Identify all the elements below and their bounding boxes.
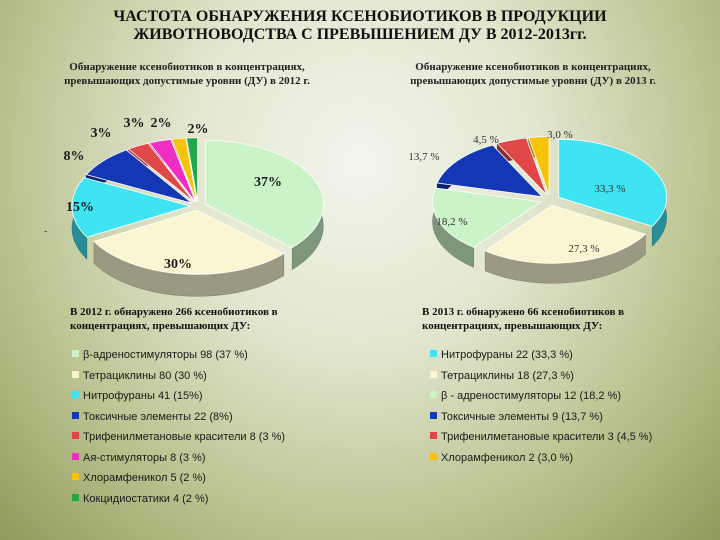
page-title: ЧАСТОТА ОБНАРУЖЕНИЯ КСЕНОБИОТИКОВ В ПРОД… (0, 8, 720, 44)
legend-2013-header-line-1: В 2013 г. обнаружено 66 ксенобиотиков в (422, 306, 625, 318)
legend-2013-item-4: Трифенилметановые красители 3 (4,5 %) (430, 430, 652, 451)
legend-2012-text-3: Токсичные элементы 22 (8%) (83, 410, 233, 423)
legend-2013-text-4: Трифенилметановые красители 3 (4,5 %) (441, 431, 653, 443)
legend-2013-text-5: Хлорамфеникол 2 (3,0 %) (441, 451, 574, 464)
title-line-2: ЖИВОТНОВОДСТВА С ПРЕВЫШЕНИЕМ ДУ В 2012-2… (133, 26, 587, 43)
pie-2013-label-4: 4,5 % (473, 134, 499, 146)
legend-2012-swatch-5 (72, 452, 79, 460)
legend-2013-item-2: β - адреностимуляторы 12 (18,2 %) (430, 389, 652, 410)
pie-2012-slice-7 (186, 137, 199, 202)
legend-2013-header-line-2: концентрациях, превышающих ДУ: (422, 320, 603, 332)
legend-2012-text-6: Хлорамфеникол 5 (2 %) (83, 472, 206, 484)
legend-2012-swatch-0 (72, 350, 79, 357)
pie-2012-label-4: 3% (91, 126, 112, 141)
pie-2013-slice-0 (558, 138, 668, 227)
pie-2012-slice-3 (85, 149, 193, 204)
legend-2012-header-line-1: В 2012 г. обнаружено 266 ксенобиотиков в (70, 306, 278, 318)
legend-2012-text-4: Трифенилметановые красители 8 (3 %) (83, 431, 286, 443)
legend-2013-swatch-4 (430, 432, 437, 439)
legend-2012-swatch-7 (72, 493, 79, 501)
pie-2012-label-6: 2% (151, 116, 172, 131)
legend-2012-item-6: Хлорамфеникол 5 (2 %) (72, 471, 285, 492)
pie-2012-slice-2 (71, 177, 192, 238)
legend-2012-item-2: Нитрофураны 41 (15%) (72, 389, 285, 410)
legend-2013-item-0: Нитрофураны 22 (33,3 %) (430, 348, 652, 369)
chart-2013-title-line-2: превышающих допустимые уровни (ДУ) в 201… (410, 75, 656, 87)
pie-2013-slice-4 (496, 137, 548, 196)
pie-2012-slice-6 (171, 137, 198, 202)
pie-2012-slice-1 (93, 209, 285, 275)
pie-2013-slice-2 (432, 187, 542, 248)
legend-2012-item-4: Трифенилметановые красители 8 (3 %) (72, 430, 285, 451)
pie-2012-label-2: 15% (66, 200, 94, 215)
legend-2013-item-5: Хлорамфеникол 2 (3,0 %) (430, 451, 652, 472)
legend-2012-text-0: β-адреностимуляторы 98 (37 %) (83, 349, 248, 361)
legend-2012: β-адреностимуляторы 98 (37 %) Тетрациклин… (72, 348, 285, 512)
legend-2013-text-0: Нитрофураны 22 (33,3 %) (441, 349, 573, 361)
legend-2012-text-7: Кокцидиостатики 4 (2 %) (83, 492, 209, 505)
chart-2012-title-line-1: Обнаружение ксенобиотиков в концентрация… (69, 61, 305, 73)
legend-2013-text-2: β - адреностимуляторы 12 (18,2 %) (441, 390, 622, 402)
legend-2012-swatch-4 (72, 432, 79, 439)
pie-2012-label-1: 30% (164, 257, 192, 272)
pie-2013-label-5: 3,0 % (547, 129, 573, 141)
legend-2012-swatch-1 (72, 370, 79, 378)
pie-2012-label-7: 2% (188, 122, 209, 137)
legend-2012-text-2: Нитрофураны 41 (15%) (83, 390, 203, 402)
left-dash-mark: - (44, 226, 48, 237)
pie-2012-slice-0 (204, 139, 324, 249)
pie-2013-label-2: 18,2 % (436, 216, 467, 228)
legend-2012-text-1: Тетрациклины 80 (30 %) (83, 369, 207, 382)
pie-2012-label-3: 8% (64, 149, 85, 164)
pie-2012-slice-4 (127, 142, 195, 203)
legend-2013: Нитрофураны 22 (33,3 %) Тетрациклины 18 (… (430, 348, 652, 471)
pie-2013-label-1: 27,3 % (568, 243, 599, 255)
legend-2013-swatch-2 (430, 391, 437, 398)
legend-2013-swatch-3 (430, 411, 437, 419)
legend-2012-text-5: Ая-стимуляторы 8 (3 %) (83, 451, 206, 464)
legend-2013-text-1: Тетрациклины 18 (27,3 %) (441, 369, 574, 382)
legend-2012-swatch-6 (72, 473, 79, 480)
chart-2012-title: Обнаружение ксенобиотиков в концентрация… (22, 60, 352, 88)
legend-2013-item-1: Тетрациклины 18 (27,3 %) (430, 369, 652, 390)
legend-2013-header: В 2013 г. обнаружено 66 ксенобиотиков в … (422, 305, 702, 333)
legend-2012-item-1: Тетрациклины 80 (30 %) (72, 369, 285, 390)
pie-chart-2012: 37% 30% 15% 8% 3% 3% 2% 2% (64, 116, 324, 297)
pie-chart-2013: 33,3 % 27,3 % 18,2 % 13,7 % 4,5 % 3,0 % (408, 129, 668, 284)
pie-2012-slice-5 (148, 138, 196, 203)
pie-2013-label-0: 33,3 % (594, 183, 625, 195)
chart-2013-title: Обнаружение ксенобиотиков в концентрация… (368, 60, 698, 88)
legend-2012-item-5: Ая-стимуляторы 8 (3 %) (72, 451, 285, 472)
pie-2013-slice-1 (484, 204, 647, 264)
legend-2012-item-3: Токсичные элементы 22 (8%) (72, 410, 285, 431)
legend-2012-item-7: Кокцидиостатики 4 (2 %) (72, 492, 285, 513)
legend-2012-swatch-3 (72, 411, 79, 419)
pie-2013-label-3: 13,7 % (408, 151, 439, 163)
pie-2013-slice-5 (528, 136, 550, 195)
legend-2013-text-3: Токсичные элементы 9 (13,7 %) (441, 410, 603, 423)
pie-2012-label-5: 3% (124, 116, 145, 131)
chart-2013-title-line-1: Обнаружение ксенобиотиков в концентрация… (415, 61, 651, 73)
title-line-1: ЧАСТОТА ОБНАРУЖЕНИЯ КСЕНОБИОТИКОВ В ПРОД… (113, 8, 607, 25)
chart-2012-title-line-2: превышающих допустимые уровни (ДУ) в 201… (64, 75, 310, 87)
legend-2012-header-line-2: концентрациях, превышающих ДУ: (70, 320, 251, 332)
legend-2013-swatch-1 (430, 370, 437, 378)
legend-2012-swatch-2 (72, 391, 79, 398)
pie-2012-label-0: 37% (254, 175, 282, 190)
legend-2012-item-0: β-адреностимуляторы 98 (37 %) (72, 348, 285, 369)
pie-2013-slice-3 (436, 144, 544, 198)
legend-2012-header: В 2012 г. обнаружено 266 ксенобиотиков в… (70, 305, 350, 333)
legend-2013-swatch-0 (430, 350, 437, 357)
legend-2013-item-3: Токсичные элементы 9 (13,7 %) (430, 410, 652, 431)
legend-2013-swatch-5 (430, 452, 437, 460)
